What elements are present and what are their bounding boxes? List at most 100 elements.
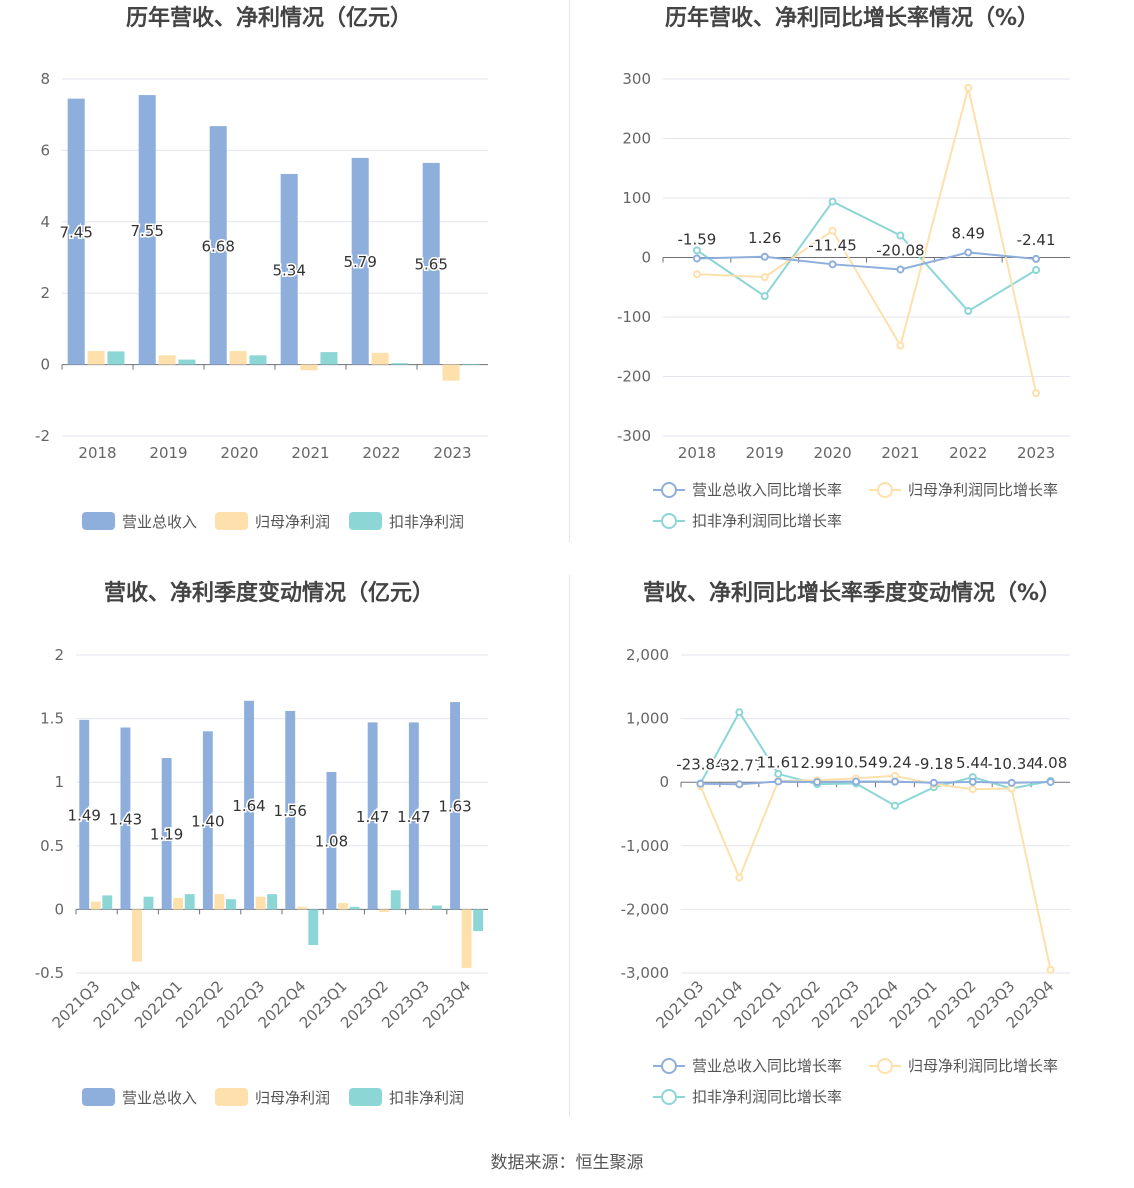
bar-revenue — [450, 702, 460, 910]
line-point — [828, 197, 837, 206]
x-tick-label: 2019 — [149, 444, 187, 462]
legend-label: 营业总收入 — [122, 513, 197, 531]
legend-label: 扣非净利润 — [389, 513, 464, 531]
bar-deducted-profit — [107, 351, 125, 365]
legend-label: 扣非净利润 — [389, 1089, 464, 1107]
bar-net-profit — [173, 897, 184, 910]
bar-net-profit — [255, 896, 266, 910]
line-data-label: 2.99 — [800, 754, 833, 772]
line-point — [735, 873, 744, 882]
legend-swatch — [349, 512, 382, 530]
bar-revenue — [351, 157, 369, 365]
x-tick-label: 2023 — [433, 444, 471, 462]
bar-deducted-profit — [308, 909, 319, 946]
bar-net-profit — [296, 906, 307, 910]
x-tick-label: 2020 — [220, 444, 258, 462]
bar-data-label: 1.19 — [150, 826, 183, 844]
bar-deducted-profit — [390, 890, 401, 910]
y-tick-label: 200 — [622, 130, 651, 148]
bar-revenue — [161, 758, 172, 910]
line-point — [760, 252, 769, 261]
bar-revenue — [244, 700, 254, 910]
bar-net-profit — [338, 903, 348, 910]
line-point — [1046, 777, 1055, 786]
chart-title: 营收、净利同比增长率季度变动情况（%） — [643, 580, 1061, 606]
bar-data-label: 1.43 — [109, 810, 142, 828]
x-tick-label: 2022 — [362, 444, 400, 462]
line-data-label: 5.44 — [956, 754, 989, 772]
line-point — [692, 270, 701, 279]
y-tick-label: 100 — [622, 189, 651, 207]
bar-net-profit — [158, 355, 176, 365]
bar-data-label: 7.45 — [59, 224, 92, 242]
bar-data-label: 6.68 — [201, 237, 234, 255]
bar-net-profit — [229, 351, 247, 365]
bar-revenue — [367, 722, 378, 910]
bar-deducted-profit — [473, 909, 484, 932]
line-point — [735, 708, 744, 717]
legend-marker — [661, 513, 677, 529]
bar-deducted-profit — [267, 894, 278, 910]
line-point — [828, 260, 837, 269]
line-data-label: 8.49 — [952, 224, 985, 242]
legend-marker — [661, 1089, 677, 1105]
legend-marker — [877, 1058, 893, 1074]
y-tick-label: 2,000 — [626, 646, 669, 664]
line-data-label: 11.61 — [757, 753, 800, 771]
bar-data-label: 1.47 — [356, 808, 389, 826]
bar-deducted-profit — [249, 355, 267, 365]
line-revenue-growth — [700, 780, 1051, 786]
bar-revenue — [202, 731, 213, 910]
line-point — [964, 83, 973, 92]
bar-deducted-profit — [225, 899, 236, 910]
x-tick-label: 2020 — [813, 444, 851, 462]
line-net-profit-growth — [696, 87, 1038, 394]
legend-swatch — [82, 1088, 115, 1106]
line-net-profit-growth — [699, 774, 1052, 971]
y-tick-label: -0.5 — [35, 964, 64, 982]
y-tick-label: 4 — [40, 213, 50, 231]
bar-deducted-profit — [431, 905, 442, 910]
y-tick-label: 0 — [54, 900, 64, 918]
legend-swatch — [215, 512, 248, 530]
line-data-label: -23.84 — [676, 756, 724, 774]
y-tick-label: 300 — [622, 70, 651, 88]
bar-data-label: 1.49 — [68, 807, 101, 825]
line-point — [929, 778, 938, 787]
line-data-label: -20.08 — [876, 241, 924, 259]
line-point — [896, 265, 905, 274]
line-data-label: 10.54 — [835, 754, 878, 772]
line-data-label: 4.08 — [1034, 754, 1067, 772]
line-point — [774, 777, 783, 786]
line-point — [890, 801, 899, 810]
y-tick-label: -100 — [617, 308, 651, 326]
bar-deducted-profit — [320, 352, 338, 365]
bar-net-profit — [300, 364, 318, 371]
bar-revenue — [280, 173, 298, 365]
y-tick-label: 2 — [54, 646, 64, 664]
legend-swatch — [215, 1088, 248, 1106]
line-data-label: 1.26 — [748, 229, 781, 247]
annual-revenue-profit-svg: 历年营收、净利情况（亿元） -2 0 2 4 6 8 2018 2019 2020 2021 2022… — [35, 5, 488, 531]
bar-deducted-profit — [102, 895, 113, 910]
line-deducted-profit-growth — [696, 200, 1037, 313]
line-point — [964, 248, 973, 257]
line-point — [692, 246, 701, 255]
y-tick-label: -2,000 — [621, 900, 669, 918]
y-tick-label: -2 — [35, 427, 50, 445]
y-tick-label: -1,000 — [621, 837, 669, 855]
line-point — [1032, 265, 1041, 274]
line-point — [1007, 778, 1016, 787]
line-point — [968, 785, 977, 794]
bar-revenue — [67, 98, 85, 365]
line-data-label: -1.59 — [678, 230, 717, 248]
legend-label: 营业总收入 — [122, 1089, 197, 1107]
x-tick-label: 2021 — [291, 444, 329, 462]
legend-label: 扣非净利润同比增长率 — [692, 1088, 842, 1106]
line-point — [1032, 254, 1041, 263]
y-tick-label: 1 — [54, 773, 64, 791]
line-point — [896, 341, 905, 350]
bar-data-label: 1.47 — [397, 808, 430, 826]
line-point — [1032, 389, 1041, 398]
legend-label: 归母净利润同比增长率 — [908, 1057, 1058, 1075]
